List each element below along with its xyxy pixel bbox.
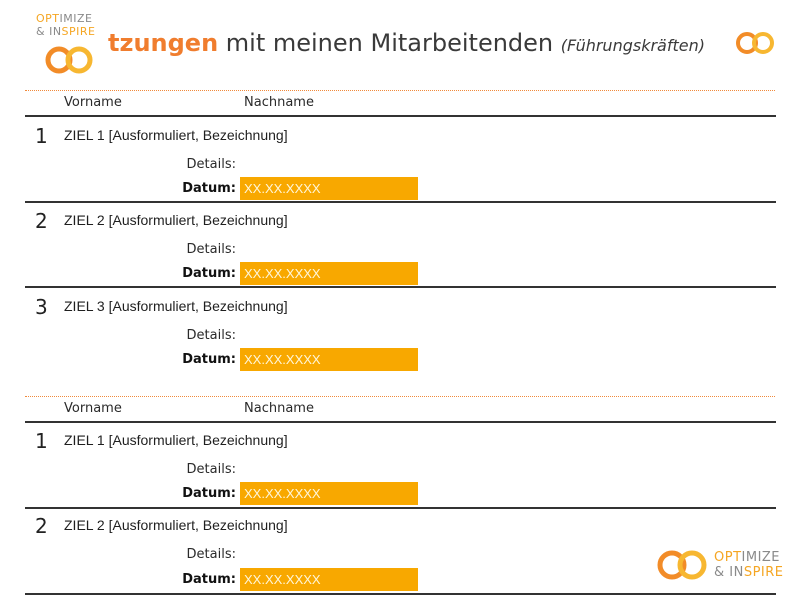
goal-number: 1 xyxy=(35,124,48,148)
brand-line-1: OPTIMIZE xyxy=(714,550,781,565)
datum-label: Datum: xyxy=(182,486,236,501)
details-label: Details: xyxy=(186,328,236,343)
column-header-nachname: Nachname xyxy=(244,95,314,110)
goal-title[interactable]: ZIEL 2 [Ausformuliert, Bezeichnung] xyxy=(64,517,288,533)
brand-line-2: & INSPIRE xyxy=(714,565,784,580)
details-label: Details: xyxy=(186,157,236,172)
goal-title[interactable]: ZIEL 2 [Ausformuliert, Bezeichnung] xyxy=(64,212,288,228)
row-rule xyxy=(25,201,776,203)
goal-title[interactable]: ZIEL 1 [Ausformuliert, Bezeichnung] xyxy=(64,432,288,448)
goal-number: 2 xyxy=(35,209,48,233)
goal-title[interactable]: ZIEL 3 [Ausformuliert, Bezeichnung] xyxy=(64,298,288,314)
datum-label: Datum: xyxy=(182,572,236,587)
datum-label: Datum: xyxy=(182,266,236,281)
column-header-vorname: Vorname xyxy=(64,401,122,416)
goal-number: 1 xyxy=(35,429,48,453)
infinity-rings-icon xyxy=(657,550,707,580)
details-label: Details: xyxy=(186,242,236,257)
details-label: Details: xyxy=(186,547,236,562)
details-label: Details: xyxy=(186,462,236,477)
row-rule xyxy=(25,421,776,423)
date-field[interactable]: XX.XX.XXXX xyxy=(240,262,418,285)
date-field[interactable]: XX.XX.XXXX xyxy=(240,568,418,591)
goal-number: 2 xyxy=(35,514,48,538)
date-field[interactable]: XX.XX.XXXX xyxy=(240,177,418,200)
section-divider xyxy=(25,396,775,397)
goal-number: 3 xyxy=(35,295,48,319)
date-field[interactable]: XX.XX.XXXX xyxy=(240,482,418,505)
column-header-nachname: Nachname xyxy=(244,401,314,416)
brand-wordmark: OPTIMIZE & INSPIRE xyxy=(36,12,96,38)
section-divider xyxy=(25,90,775,91)
column-header-vorname: Vorname xyxy=(64,95,122,110)
datum-label: Datum: xyxy=(182,352,236,367)
date-field[interactable]: XX.XX.XXXX xyxy=(240,348,418,371)
row-rule xyxy=(25,286,776,288)
row-rule xyxy=(25,115,776,117)
goal-title[interactable]: ZIEL 1 [Ausformuliert, Bezeichnung] xyxy=(64,127,288,143)
infinity-rings-icon xyxy=(736,32,774,54)
page-title: tzungen mit meinen Mitarbeitenden (Führu… xyxy=(108,29,705,57)
infinity-rings-icon xyxy=(45,46,93,74)
row-rule xyxy=(25,507,776,509)
brand-line-1: OPTIMIZE xyxy=(36,12,93,25)
brand-line-2: & INSPIRE xyxy=(36,25,96,38)
row-rule xyxy=(25,593,776,595)
datum-label: Datum: xyxy=(182,181,236,196)
brand-wordmark: OPTIMIZE & INSPIRE xyxy=(714,550,784,580)
